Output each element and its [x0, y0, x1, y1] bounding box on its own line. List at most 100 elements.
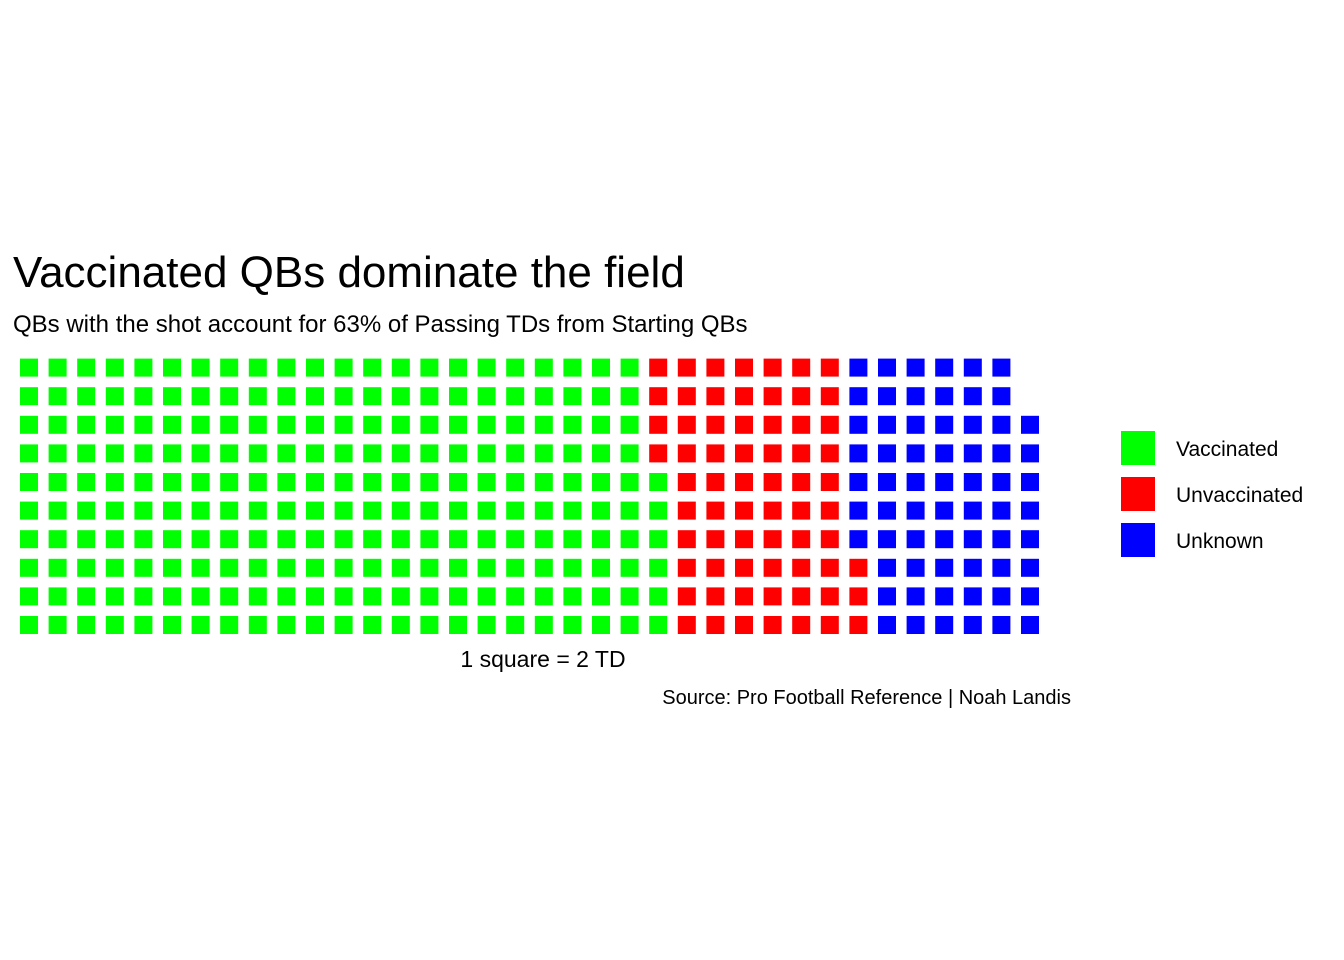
waffle-square-vaccinated: [620, 444, 639, 463]
waffle-square-vaccinated: [506, 415, 525, 434]
waffle-square-vaccinated: [248, 444, 267, 463]
waffle-square-vaccinated: [563, 444, 582, 463]
waffle-square-vaccinated: [620, 616, 639, 634]
waffle-square-vaccinated: [220, 558, 239, 577]
chart-title: Vaccinated QBs dominate the field: [13, 248, 685, 297]
waffle-square-vaccinated: [334, 558, 353, 577]
waffle-square-vaccinated: [306, 387, 324, 406]
waffle-square-unvaccinated: [849, 587, 868, 606]
waffle-square-unknown: [849, 358, 868, 377]
waffle-square-vaccinated: [105, 444, 124, 463]
waffle-square-unvaccinated: [649, 387, 668, 406]
legend-key-vaccinated: [1121, 431, 1155, 465]
waffle-square-unknown: [906, 558, 925, 577]
waffle-square-vaccinated: [391, 444, 410, 463]
waffle-square-unvaccinated: [735, 387, 753, 406]
waffle-square-unknown: [963, 415, 982, 434]
waffle-square-unknown: [963, 616, 982, 634]
waffle-square-unknown: [935, 587, 954, 606]
waffle-square-vaccinated: [248, 501, 267, 520]
waffle-square-vaccinated: [592, 501, 610, 520]
waffle-square-vaccinated: [391, 473, 410, 491]
waffle-square-vaccinated: [420, 530, 439, 549]
waffle-square-unknown: [935, 530, 954, 549]
waffle-square-vaccinated: [563, 473, 582, 491]
waffle-square-unknown: [849, 444, 868, 463]
waffle-square-unknown: [878, 473, 896, 491]
waffle-square-unvaccinated: [763, 473, 782, 491]
waffle-square-vaccinated: [105, 387, 124, 406]
waffle-square-vaccinated: [220, 587, 239, 606]
waffle-square-vaccinated: [620, 387, 639, 406]
waffle-square-vaccinated: [306, 558, 324, 577]
waffle-square-vaccinated: [77, 530, 96, 549]
waffle-square-vaccinated: [20, 530, 38, 549]
waffle-square-unknown: [1021, 444, 1039, 463]
waffle-square-unknown: [935, 473, 954, 491]
waffle-square-unvaccinated: [706, 444, 725, 463]
waffle-square-unvaccinated: [849, 616, 868, 634]
waffle-square-vaccinated: [449, 530, 467, 549]
waffle-square-vaccinated: [105, 530, 124, 549]
waffle-square-unvaccinated: [706, 473, 725, 491]
waffle-square-unvaccinated: [792, 358, 811, 377]
waffle-square-unknown: [878, 501, 896, 520]
waffle-square-vaccinated: [248, 616, 267, 634]
waffle-square-vaccinated: [334, 387, 353, 406]
waffle-square-unvaccinated: [735, 358, 753, 377]
waffle-square-vaccinated: [77, 415, 96, 434]
waffle-square-vaccinated: [620, 501, 639, 520]
waffle-square-unknown: [1021, 530, 1039, 549]
waffle-square-vaccinated: [20, 415, 38, 434]
waffle-square-vaccinated: [420, 358, 439, 377]
waffle-square-vaccinated: [248, 358, 267, 377]
waffle-square-vaccinated: [277, 387, 296, 406]
waffle-square-unknown: [992, 587, 1011, 606]
waffle-square-unknown: [935, 415, 954, 434]
waffle-square-unvaccinated: [763, 444, 782, 463]
waffle-square-vaccinated: [277, 558, 296, 577]
waffle-square-unknown: [992, 501, 1011, 520]
waffle-square-vaccinated: [363, 473, 382, 491]
waffle-square-vaccinated: [420, 415, 439, 434]
waffle-square-vaccinated: [363, 587, 382, 606]
waffle-square-unknown: [963, 530, 982, 549]
waffle-square-vaccinated: [191, 501, 210, 520]
waffle-square-unknown: [906, 473, 925, 491]
waffle-square-vaccinated: [163, 501, 181, 520]
waffle-square-vaccinated: [649, 587, 668, 606]
waffle-square-vaccinated: [48, 501, 67, 520]
waffle-square-unknown: [992, 415, 1011, 434]
waffle-square-vaccinated: [277, 473, 296, 491]
waffle-square-unvaccinated: [706, 558, 725, 577]
waffle-square-vaccinated: [420, 587, 439, 606]
waffle-square-vaccinated: [563, 415, 582, 434]
waffle-square-unvaccinated: [706, 358, 725, 377]
waffle-square-vaccinated: [48, 530, 67, 549]
waffle-square-vaccinated: [105, 501, 124, 520]
waffle-square-unvaccinated: [792, 444, 811, 463]
waffle-square-vaccinated: [477, 387, 496, 406]
waffle-square-vaccinated: [48, 444, 67, 463]
waffle-square-vaccinated: [391, 358, 410, 377]
waffle-square-vaccinated: [477, 587, 496, 606]
waffle-square-vaccinated: [620, 587, 639, 606]
waffle-square-vaccinated: [420, 473, 439, 491]
waffle-square-vaccinated: [363, 616, 382, 634]
waffle-square-vaccinated: [534, 473, 553, 491]
waffle-square-vaccinated: [563, 558, 582, 577]
waffle-square-vaccinated: [477, 530, 496, 549]
waffle-square-vaccinated: [48, 387, 67, 406]
waffle-square-unknown: [992, 444, 1011, 463]
waffle-square-unknown: [1021, 473, 1039, 491]
waffle-square-vaccinated: [20, 358, 38, 377]
waffle-square-vaccinated: [563, 616, 582, 634]
waffle-square-vaccinated: [20, 473, 38, 491]
waffle-square-vaccinated: [449, 501, 467, 520]
waffle-square-vaccinated: [77, 587, 96, 606]
waffle-square-vaccinated: [592, 358, 610, 377]
waffle-square-vaccinated: [563, 358, 582, 377]
waffle-square-unvaccinated: [735, 415, 753, 434]
waffle-square-vaccinated: [363, 501, 382, 520]
waffle-square-unvaccinated: [677, 616, 696, 634]
